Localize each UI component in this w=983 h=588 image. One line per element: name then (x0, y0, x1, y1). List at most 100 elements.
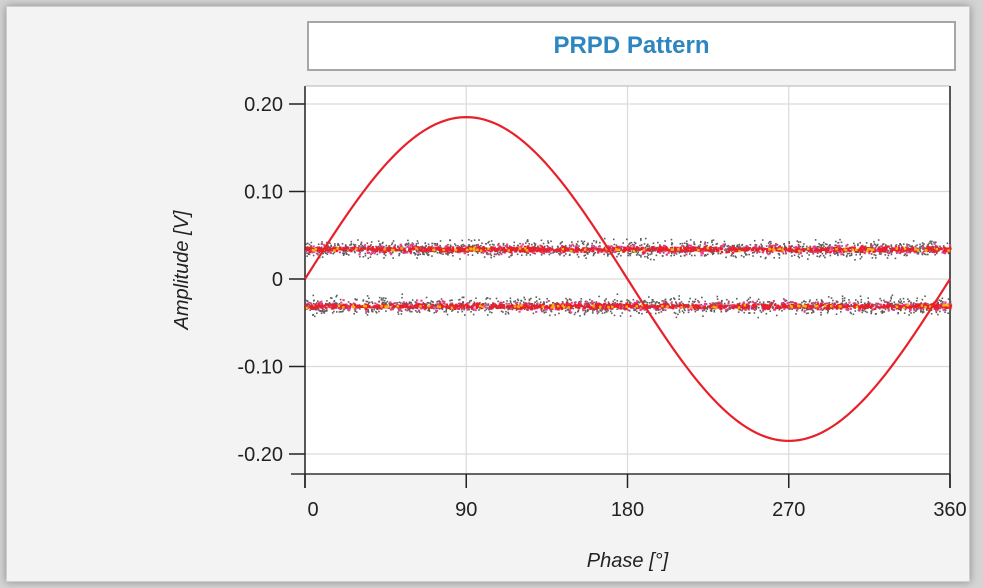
pd-point-sparse (320, 246, 323, 249)
pd-point-sparse (744, 253, 747, 256)
pd-point-sparse (820, 244, 823, 246)
pd-point-dense (575, 246, 578, 250)
pd-point-dense (514, 250, 517, 253)
pd-point-mid (730, 304, 733, 307)
pd-point-sparse (586, 244, 588, 246)
pd-point-sparse (360, 250, 363, 252)
pd-point-mid (483, 305, 486, 308)
pd-point-dense (734, 247, 737, 250)
pd-point-sparse (730, 254, 733, 257)
pd-point-sparse (798, 253, 800, 255)
pd-point-mid (722, 243, 725, 246)
pd-point-dense (760, 247, 764, 251)
pd-point-mid (317, 302, 321, 305)
pd-point-hot (895, 247, 898, 250)
pd-point-sparse (580, 300, 582, 303)
pd-point-sparse (640, 238, 642, 240)
pd-point-sparse (510, 254, 512, 257)
pd-point-mid (838, 244, 841, 247)
pd-point-sparse (487, 304, 489, 307)
pd-point-sparse (347, 308, 349, 311)
pd-point-sparse (422, 302, 425, 304)
pd-point-sparse (386, 300, 389, 303)
pd-point-dense (308, 246, 312, 249)
pd-point-dense (788, 248, 792, 251)
pd-point-dense (528, 249, 532, 252)
pd-point-sparse (857, 243, 859, 245)
pd-point-sparse (360, 246, 362, 248)
pd-point-mid (812, 301, 815, 304)
pd-point-dense (502, 248, 505, 251)
pd-point-sparse (308, 253, 311, 256)
pd-point-sparse (894, 303, 897, 306)
pd-point-sparse (526, 240, 528, 243)
pd-point-sparse (321, 256, 324, 258)
pd-point-mid (700, 306, 704, 309)
pd-point-mid (874, 247, 877, 250)
pd-point-sparse (377, 240, 380, 242)
pd-point-dense (778, 249, 781, 252)
pd-point-dense (902, 249, 906, 252)
pd-point-sparse (485, 308, 488, 311)
pd-point-sparse (378, 300, 380, 303)
pd-point-mid (808, 250, 812, 253)
pd-point-sparse (743, 256, 745, 258)
pd-point-mid (554, 308, 557, 311)
pd-point-dense (314, 303, 317, 306)
pd-point-sparse (726, 249, 728, 252)
pd-point-dense (763, 247, 766, 251)
pd-point-sparse (378, 243, 381, 245)
pd-point-sparse (616, 255, 618, 258)
pd-point-sparse (690, 254, 693, 257)
pd-point-sparse (650, 301, 653, 304)
pd-point-dense (466, 250, 469, 253)
pd-point-mid (765, 251, 769, 254)
pd-point-sparse (805, 245, 808, 248)
pd-point-sparse (583, 312, 586, 315)
pd-point-sparse (895, 244, 898, 246)
pd-point-sparse (627, 299, 630, 302)
pd-point-sparse (678, 251, 681, 254)
pd-point-sparse (385, 310, 387, 312)
pd-point-dense (534, 246, 537, 250)
pd-point-sparse (319, 310, 322, 312)
pd-point-dense (762, 247, 765, 250)
pd-point-sparse (364, 252, 367, 255)
pd-point-sparse (436, 252, 439, 254)
pd-point-mid (520, 245, 523, 248)
pd-point-hot (570, 249, 573, 253)
pd-point-sparse (751, 306, 753, 309)
pd-point-sparse (740, 254, 743, 257)
pd-point-sparse (877, 302, 880, 305)
pd-point-mid (747, 308, 750, 311)
pd-point-dense (366, 247, 370, 250)
pd-point-dense (305, 247, 308, 250)
pd-point-sparse (452, 254, 454, 257)
pd-point-mid (417, 309, 420, 312)
pd-point-sparse (912, 308, 915, 310)
pd-point-sparse (932, 246, 935, 248)
pd-point-mid (910, 248, 913, 251)
pd-point-dense (861, 250, 864, 254)
pd-point-sparse (711, 247, 713, 249)
pd-point-mid (532, 252, 535, 255)
pd-point-mid (662, 244, 666, 247)
pd-point-dense (633, 247, 636, 250)
pd-point-mid (560, 246, 564, 249)
pd-point-mid (618, 245, 622, 248)
pd-point-dense (929, 246, 933, 249)
pd-point-sparse (809, 299, 811, 302)
pd-point-sparse (644, 300, 647, 303)
pd-point-sparse (670, 254, 672, 257)
pd-point-mid (724, 308, 728, 311)
pd-point-mid (721, 306, 724, 309)
pd-point-sparse (924, 247, 926, 250)
pd-point-sparse (888, 247, 891, 250)
pd-point-sparse (392, 240, 395, 242)
pd-point-sparse (717, 247, 720, 249)
pd-point-dense (851, 246, 854, 249)
pd-point-dense (689, 247, 693, 250)
pd-point-sparse (335, 311, 338, 313)
pd-point-dense (577, 248, 581, 252)
pd-point-sparse (640, 254, 642, 257)
